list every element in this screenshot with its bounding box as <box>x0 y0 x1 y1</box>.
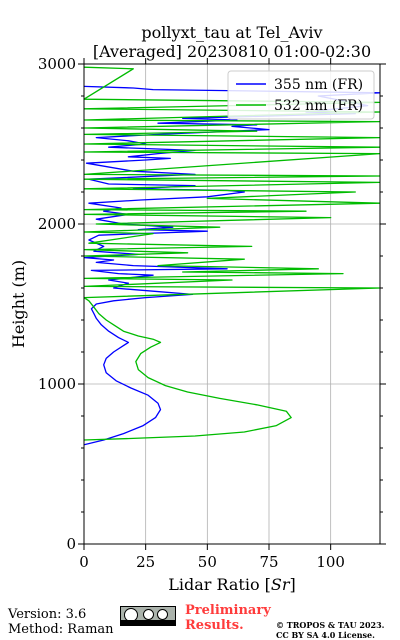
y-tick-label: 0 <box>66 535 76 553</box>
plot-frame <box>83 63 381 545</box>
x-axis-label: Lidar Ratio [Sr] <box>168 575 296 594</box>
legend-label-532: 532 nm (FR) <box>274 98 363 114</box>
y-tick-label: 2000 <box>38 215 76 233</box>
x-tick-label: 50 <box>198 553 217 571</box>
legend-label-355: 355 nm (FR) <box>274 77 363 93</box>
x-tick-label: 75 <box>259 553 278 571</box>
y-tick-label: 3000 <box>38 55 76 73</box>
preliminary-notice: Preliminary Results. <box>185 603 271 633</box>
chart-subtitle: [Averaged] 20230810 01:00-02:30 <box>93 42 371 61</box>
y-tick-label: 1000 <box>38 375 76 393</box>
series-lines <box>84 66 380 446</box>
series-line-532nm <box>84 66 380 441</box>
copyright-line-1: © TROPOS & TAU 2023. <box>276 620 385 630</box>
cc-license-badge-icon <box>120 606 176 626</box>
x-tick-label: 25 <box>136 553 155 571</box>
series-line-355nm <box>84 85 380 446</box>
lidar-ratio-chart: pollyxt_tau at Tel_Aviv [Averaged] 20230… <box>9 23 386 594</box>
x-tick-label: 0 <box>79 553 89 571</box>
legend-box <box>227 70 375 120</box>
legend: 355 nm (FR) 532 nm (FR) <box>227 70 375 120</box>
copyright-line-2: CC BY SA 4.0 License. <box>276 630 375 640</box>
copyright-notice: © TROPOS & TAU 2023. CC BY SA 4.0 Licens… <box>276 620 384 640</box>
method-text: Method: Raman <box>8 622 114 637</box>
preliminary-line-2: Results. <box>185 618 244 633</box>
preliminary-line-1: Preliminary <box>185 603 271 618</box>
x-tick-label: 100 <box>316 553 345 571</box>
y-axis-label: Height (m) <box>9 260 28 348</box>
chart-title: pollyxt_tau at Tel_Aviv <box>141 23 322 42</box>
version-text: Version: 3.6 <box>8 607 87 622</box>
